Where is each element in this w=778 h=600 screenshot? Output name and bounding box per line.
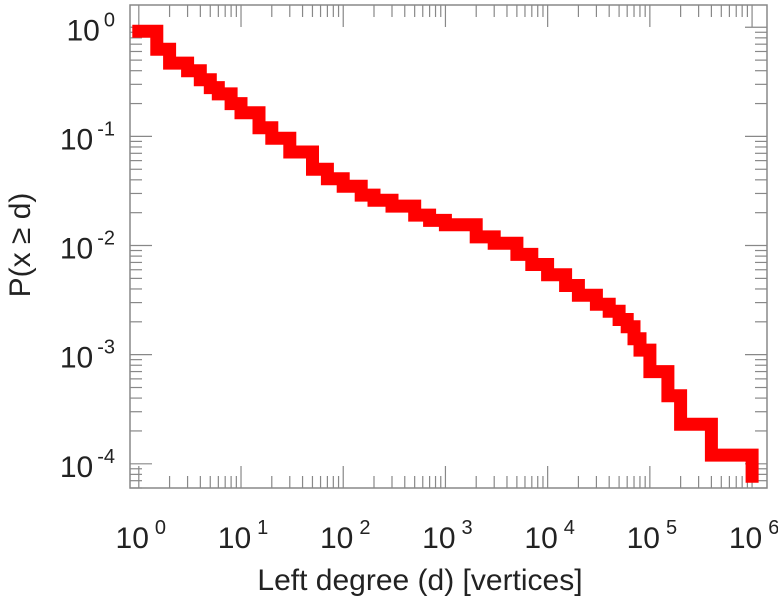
y-tick-base: 10 (67, 14, 100, 47)
y-tick-base: 10 (60, 451, 93, 484)
x-tick-base: 10 (627, 522, 660, 555)
plot-frame (129, 4, 768, 489)
x-tick-label-1: 10 1 (218, 517, 269, 555)
x-tick-exponent: 4 (564, 517, 575, 539)
series-layer (132, 24, 759, 483)
x-tick-exponent: 5 (666, 517, 677, 539)
y-tick-label-2: 10 -2 (60, 228, 115, 266)
x-tick-exponent: 2 (359, 517, 370, 539)
x-tick-base: 10 (729, 522, 762, 555)
x-tick-label-5: 10 5 (627, 517, 678, 555)
y-tick-exponent: -4 (97, 446, 115, 468)
x-tick-base: 10 (218, 522, 251, 555)
series-line-0 (132, 24, 759, 483)
x-tick-label-3: 10 3 (422, 517, 473, 555)
x-tick-exponent: 3 (462, 517, 473, 539)
y-tick-exponent: -1 (97, 118, 115, 140)
y-axis-title: P(x ≥ d) (4, 193, 37, 298)
x-tick-base: 10 (524, 522, 557, 555)
y-tick-exponent: -2 (97, 228, 115, 250)
x-tick-label-6: 10 6 (729, 517, 778, 555)
x-tick-label-2: 10 2 (320, 517, 371, 555)
x-tick-exponent: 6 (768, 517, 778, 539)
y-tick-base: 10 (60, 123, 93, 156)
x-tick-base: 10 (116, 522, 149, 555)
y-tick-base: 10 (60, 342, 93, 375)
x-axis-title: Left degree (d) [vertices] (257, 564, 582, 597)
x-tick-base: 10 (422, 522, 455, 555)
y-tick-label-4: 10 -4 (60, 446, 115, 484)
x-tick-exponent: 0 (155, 517, 166, 539)
x-tick-exponent: 1 (257, 517, 268, 539)
y-tick-label-1: 10 -1 (60, 118, 115, 156)
y-tick-label-3: 10 -3 (60, 337, 115, 375)
x-tick-label-4: 10 4 (524, 517, 575, 555)
x-tick-label-0: 10 0 (116, 517, 167, 555)
y-tick-exponent: 0 (104, 9, 115, 31)
y-tick-exponent: -3 (97, 337, 115, 359)
y-tick-label-0: 10 0 (67, 9, 116, 47)
x-tick-base: 10 (320, 522, 353, 555)
x-tick-labels: 10 0 10 1 10 2 10 3 10 4 10 5 10 6 (116, 517, 778, 555)
y-tick-base: 10 (60, 233, 93, 266)
